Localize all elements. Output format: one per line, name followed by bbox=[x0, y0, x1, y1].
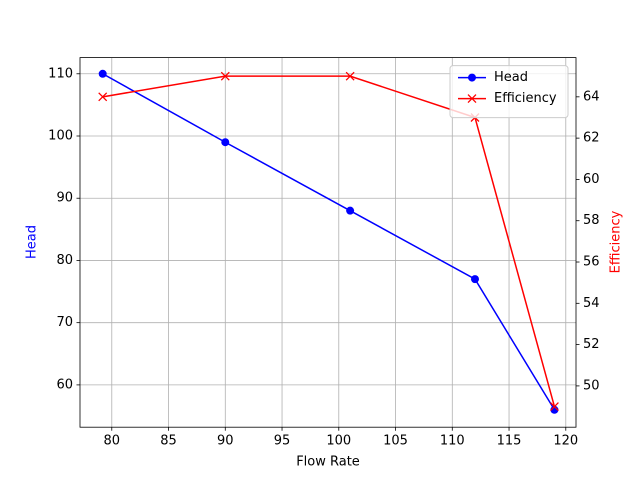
y2-tick-label: 50 bbox=[583, 378, 600, 393]
x-tick-label: 80 bbox=[104, 434, 121, 449]
marker bbox=[346, 206, 355, 215]
marker bbox=[221, 138, 230, 147]
x-tick-label: 100 bbox=[326, 434, 351, 449]
x-axis-label: Flow Rate bbox=[296, 455, 360, 470]
plot-frame bbox=[79, 57, 577, 428]
legend: Head Efficiency bbox=[449, 65, 569, 119]
x-tick-label: 85 bbox=[160, 434, 177, 449]
y-tick-label: 90 bbox=[56, 191, 73, 206]
y2-tick-label: 52 bbox=[583, 337, 600, 352]
marker bbox=[345, 71, 355, 81]
y2-tick-label: 58 bbox=[583, 213, 600, 228]
legend-box bbox=[449, 65, 569, 119]
x-tick-label: 105 bbox=[383, 434, 408, 449]
y-tick-label: 110 bbox=[48, 66, 73, 81]
legend-label: Efficiency bbox=[494, 91, 557, 106]
y2-tick-label: 62 bbox=[583, 131, 600, 146]
y-tick-label: 60 bbox=[56, 377, 73, 392]
y-tick-label: 80 bbox=[56, 253, 73, 268]
marker bbox=[549, 402, 559, 412]
marker bbox=[470, 275, 479, 284]
marker bbox=[220, 71, 230, 81]
legend-marker bbox=[468, 73, 476, 82]
x-tick-label: 115 bbox=[497, 434, 522, 449]
marker bbox=[98, 69, 107, 78]
y2-tick-label: 56 bbox=[583, 255, 600, 270]
marker bbox=[98, 92, 108, 102]
y-tick-label: 70 bbox=[56, 315, 73, 330]
y-axis-label: Head bbox=[25, 225, 40, 259]
y2-axis-label: Efficiency bbox=[609, 210, 624, 273]
x-tick-label: 95 bbox=[274, 434, 291, 449]
x-tick-label: 110 bbox=[440, 434, 465, 449]
x-tick-label: 90 bbox=[217, 434, 234, 449]
y2-tick-label: 54 bbox=[583, 296, 600, 311]
legend-label: Head bbox=[494, 70, 528, 85]
y2-tick-label: 60 bbox=[583, 172, 600, 187]
legend-marker bbox=[467, 94, 477, 104]
x-tick-label: 120 bbox=[553, 434, 578, 449]
y2-tick-label: 64 bbox=[583, 89, 600, 104]
y-tick-label: 100 bbox=[48, 129, 73, 144]
